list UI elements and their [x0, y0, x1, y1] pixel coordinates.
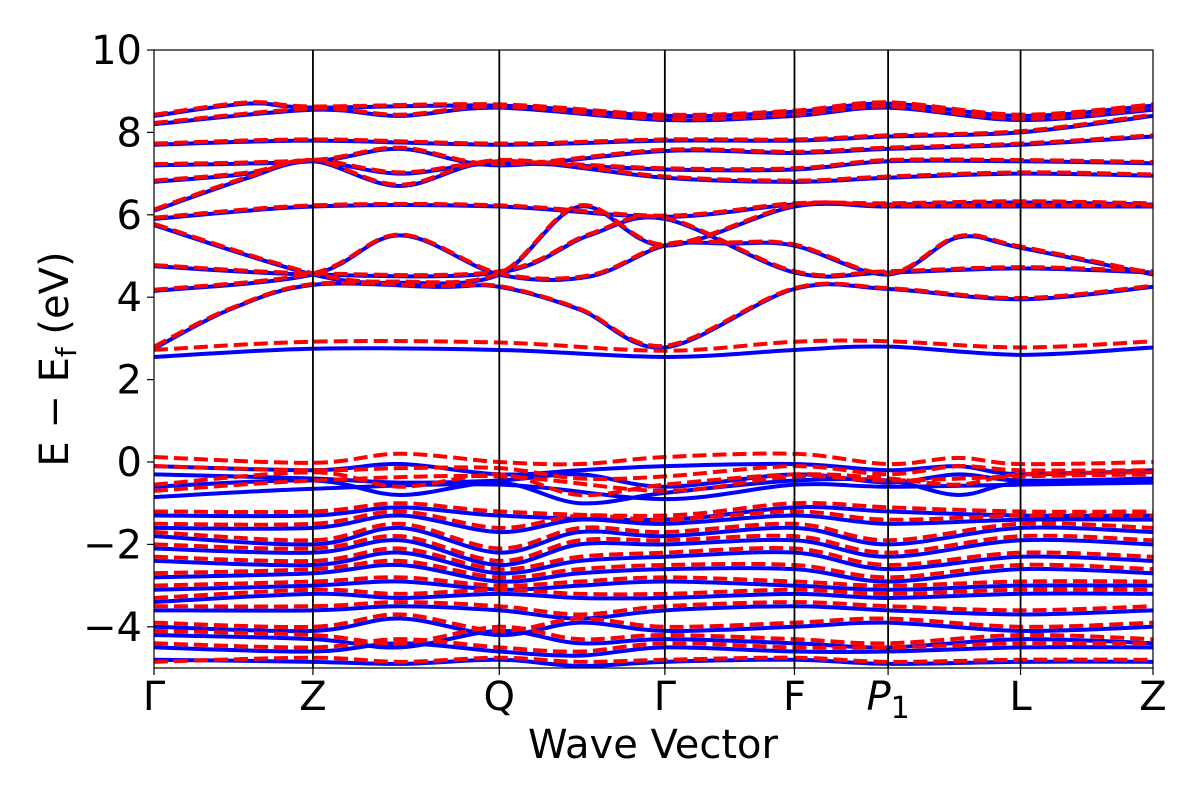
y-axis-ticks: −4 −2 0 2 4 6 8 10 — [83, 28, 154, 651]
band-line-solid-44 — [154, 579, 1153, 592]
y-axis-label: E − Ef (eV) — [32, 251, 83, 466]
band-line-solid-54 — [154, 641, 1153, 658]
band-line-dashed-17 — [154, 133, 1153, 167]
band-line-dashed-55 — [154, 637, 1153, 654]
band-line-solid-0 — [154, 344, 1153, 359]
band-line-solid-38 — [154, 537, 1153, 568]
x-tick-label: L — [1009, 674, 1032, 720]
y-tick-label: −4 — [83, 605, 142, 651]
band-line-dashed-9 — [154, 200, 1153, 285]
band-line-dashed-41 — [154, 546, 1153, 572]
y-tick-label: −2 — [83, 522, 142, 568]
band-line-dashed-11 — [154, 199, 1153, 220]
y-tick-label: 6 — [117, 193, 142, 239]
y-tick-label: 4 — [117, 275, 142, 321]
band-line-dashed-1 — [154, 338, 1153, 353]
y-tick-label: 2 — [117, 358, 142, 404]
band-line-solid-34 — [154, 513, 1153, 535]
plot-frame — [153, 49, 1154, 669]
y-tick-label: 0 — [117, 440, 142, 486]
y-tick-label: 8 — [117, 110, 142, 156]
bands-layer — [154, 100, 1153, 668]
band-line-solid-42 — [154, 562, 1153, 584]
band-line-dashed-37 — [154, 521, 1153, 551]
band-line-solid-36 — [154, 525, 1153, 555]
band-line-solid-30 — [154, 480, 1153, 502]
x-tick-label: F — [783, 674, 806, 720]
band-line-solid-46 — [154, 591, 1153, 605]
x-axis-ticks: Γ Z Q Γ F P1 L Z — [143, 668, 1167, 726]
band-line-solid-40 — [154, 550, 1153, 576]
band-line-solid-52 — [154, 628, 1153, 650]
x-tick-label: Q — [484, 674, 515, 720]
x-tick-label: Γ — [143, 674, 166, 720]
band-line-dashed-57 — [154, 655, 1153, 664]
band-line-dashed-47 — [154, 587, 1153, 600]
band-line-dashed-5 — [154, 232, 1153, 292]
band-line-dashed-31 — [154, 472, 1153, 493]
band-line-dashed-13 — [154, 157, 1153, 212]
x-tick-label: P1 — [867, 674, 910, 726]
band-line-dashed-45 — [154, 575, 1153, 588]
band-line-solid-48 — [154, 604, 1153, 621]
x-tick-label: Z — [1139, 674, 1166, 720]
band-line-dashed-39 — [154, 533, 1153, 563]
band-line-solid-56 — [154, 657, 1153, 668]
y-tick-label: 10 — [91, 28, 142, 74]
band-line-dashed-3 — [154, 280, 1153, 349]
band-line-solid-50 — [154, 616, 1153, 638]
x-tick-label: Γ — [654, 674, 677, 720]
x-axis-label: Wave Vector — [528, 722, 779, 768]
band-line-dashed-19 — [154, 112, 1153, 146]
kpoint-lines — [312, 50, 1022, 668]
x-tick-label: Z — [299, 674, 326, 720]
